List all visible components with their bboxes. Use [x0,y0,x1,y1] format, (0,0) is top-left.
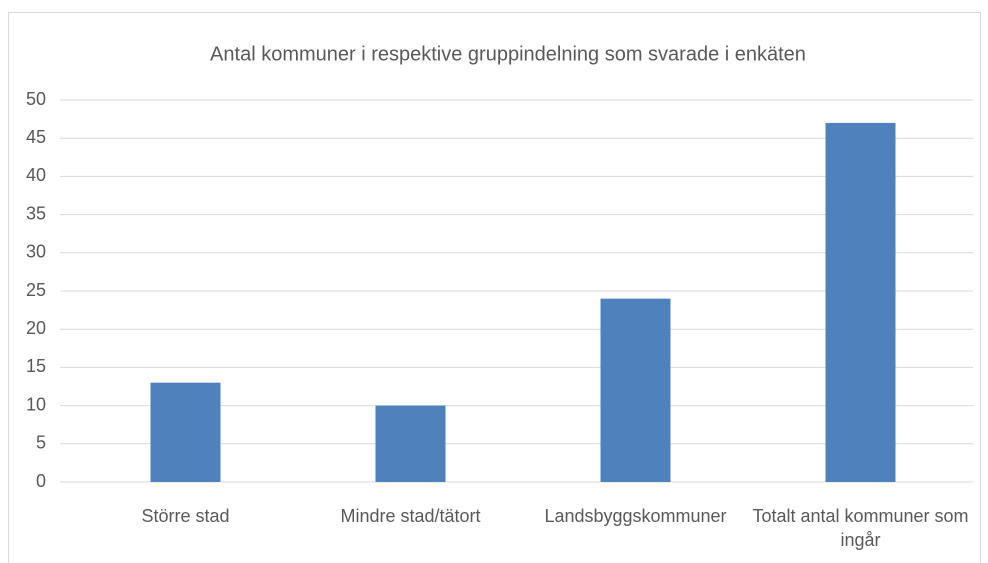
y-tick-label: 20 [26,318,46,338]
y-tick-label: 40 [26,165,46,185]
y-tick-label: 50 [26,89,46,109]
chart-frame [8,12,981,563]
bar [825,122,896,483]
bar [600,298,671,482]
bar [150,382,221,482]
y-tick-label: 35 [26,203,46,223]
y-tick-label: 10 [26,394,46,414]
y-tick-label: 15 [26,356,46,376]
y-tick-label: 5 [36,433,46,453]
x-tick-label: Större stad [141,506,230,526]
y-tick-label: 45 [26,127,46,147]
y-tick-label: 0 [36,471,46,491]
chart-title: Antal kommuner i respektive gruppindelni… [210,43,806,65]
x-tick-label: Totalt antal kommuner som ingår [752,506,969,550]
y-tick-label: 25 [26,280,46,300]
bar [375,405,446,482]
x-tick-label: Mindre stad/tätort [340,506,481,526]
y-tick-label: 30 [26,242,46,262]
x-tick-label: Landsbyggskommuner [544,506,727,526]
